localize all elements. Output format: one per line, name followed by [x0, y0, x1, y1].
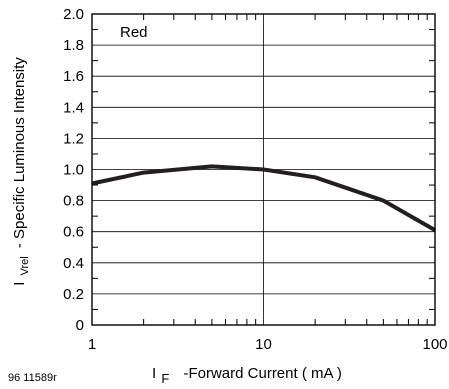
x-axis-subscript: F: [161, 371, 169, 386]
x-axis-text: -Forward Current ( mA ): [183, 365, 341, 382]
y-axis-label: I Vrel - Specific Luminous Intensity: [11, 57, 32, 286]
y-tick-label: 1.8: [63, 37, 84, 54]
series-layer: [91, 164, 436, 232]
y-tick-label: 0.6: [63, 224, 84, 241]
y-tick-label: 1.2: [63, 130, 84, 147]
y-tick-label: 2.0: [63, 6, 84, 23]
y-tick-label: 1.6: [63, 68, 84, 85]
y-axis-subscript: Vrel: [19, 256, 31, 275]
y-tick-labels: 0 0.2 0.4 0.6 0.8 1.0 1.2 1.4 1.6 1.8 2.0: [63, 6, 84, 334]
plot-frame: [91, 13, 436, 326]
x-tick-label: 1: [88, 336, 96, 353]
y-tick-label: 0.4: [63, 255, 84, 272]
y-axis-text: - Specific Luminous Intensity: [11, 57, 28, 248]
y-tick-label: 1.0: [63, 162, 84, 179]
y-tick-label: 0.2: [63, 286, 84, 303]
x-axis-label: I F -Forward Current ( mA ): [152, 365, 342, 387]
series-line: [91, 164, 436, 232]
x-axis-symbol: I: [152, 365, 156, 382]
x-tick-label: 10: [255, 336, 272, 353]
axis-ticks: [92, 14, 435, 325]
y-tick-label: 1.4: [63, 99, 84, 116]
x-tick-label: 100: [422, 336, 447, 353]
y-tick-label: 0.8: [63, 193, 84, 210]
series-annotation: Red: [120, 24, 148, 41]
y-tick-label: 0: [76, 317, 84, 334]
figure-code: 96 11589r: [8, 372, 57, 384]
x-tick-labels: 1 10 100: [88, 336, 448, 353]
y-axis-symbol: I: [11, 282, 28, 286]
